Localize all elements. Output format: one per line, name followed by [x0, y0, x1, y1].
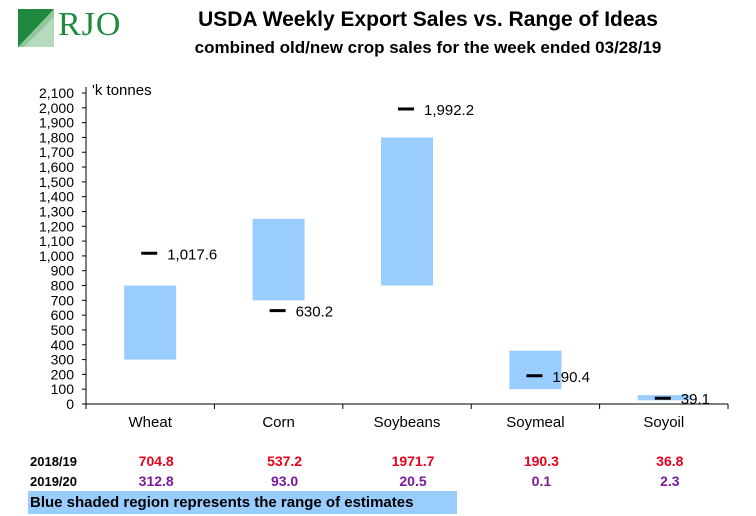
table-cell: 36.8 [656, 453, 684, 469]
y-tick-label: 600 [51, 307, 75, 323]
y-tick-label: 1,300 [39, 203, 74, 219]
x-tick-label: Soymeal [506, 414, 564, 431]
logo-mark-icon [18, 9, 54, 47]
table-cell: 537.2 [267, 453, 303, 469]
x-tick-label: Corn [262, 414, 295, 431]
y-tick-label: 2,100 [39, 85, 74, 101]
legend-note: Blue shaded region represents the range … [28, 491, 457, 514]
y-tick-label: 1,500 [39, 174, 74, 190]
rjo-logo: RJO [18, 6, 143, 50]
table-cell: 93.0 [270, 473, 299, 489]
y-tick-label: 200 [51, 366, 75, 382]
y-tick-label: 1,900 [39, 115, 74, 131]
x-tick-label: Wheat [129, 414, 173, 431]
data-label: 190.4 [552, 369, 590, 386]
y-tick-label: 0 [66, 396, 74, 412]
table-cell: 1971.7 [391, 453, 435, 469]
row-label: 2019/20 [30, 474, 77, 489]
y-tick-label: 1,600 [39, 159, 74, 175]
row-label: 2018/19 [30, 454, 77, 469]
chart-subtitle: combined old/new crop sales for the week… [194, 38, 662, 57]
range-bar [252, 218, 305, 301]
table-cell: 20.5 [399, 473, 427, 489]
y-tick-label: 1,200 [39, 218, 74, 234]
table-cell: 312.8 [138, 473, 174, 489]
sales-table: 2018/19 704.8 537.2 1971.7 190.3 36.8 2019/20 3… [0, 452, 756, 492]
y-tick-label: 700 [51, 292, 75, 308]
table-cell: 2.3 [660, 473, 680, 489]
x-axis: Wheat Corn Soybeans Soymeal Soyoil [85, 403, 729, 431]
y-axis: 01002003004005006007008009001,0001,1001,… [39, 85, 87, 412]
data-label: 1,017.6 [167, 246, 217, 263]
y-tick-label: 1,100 [39, 233, 74, 249]
y-tick-label: 500 [51, 322, 75, 338]
actual-markers: 1,017.6 630.2 1,992.2 190.4 39.1 [141, 102, 710, 408]
logo-text: RJO [58, 6, 122, 43]
range-bar [381, 137, 433, 286]
y-tick-label: 1,800 [39, 129, 74, 145]
y-tick-label: 400 [51, 337, 75, 353]
data-label: 39.1 [681, 391, 710, 408]
y-tick-label: 900 [51, 263, 75, 279]
y-tick-label: 1,400 [39, 189, 74, 205]
chart-title: USDA Weekly Export Sales vs. Range of Id… [198, 8, 658, 31]
x-tick-label: Soyoil [643, 414, 684, 431]
table-cell: 0.1 [531, 473, 552, 489]
table-row: 2019/20 312.8 93.0 20.5 0.1 2.3 [0, 472, 756, 492]
table-row: 2018/19 704.8 537.2 1971.7 190.3 36.8 [0, 452, 756, 472]
x-tick-label: Soybeans [374, 414, 441, 431]
y-tick-label: 1,700 [39, 144, 74, 160]
unit-label: 'k tonnes [92, 82, 152, 99]
y-tick-label: 800 [51, 278, 75, 294]
range-bar [124, 285, 177, 360]
y-tick-label: 100 [51, 381, 75, 397]
data-label: 1,992.2 [424, 102, 474, 119]
y-tick-label: 300 [51, 352, 75, 368]
table-cell: 190.3 [523, 453, 559, 469]
chart-plot: 01002003004005006007008009001,0001,1001,… [39, 82, 729, 431]
range-bars [124, 137, 690, 401]
y-tick-label: 2,000 [39, 100, 74, 116]
y-tick-label: 1,000 [39, 248, 74, 264]
data-label: 630.2 [296, 304, 334, 321]
table-cell: 704.8 [138, 453, 174, 469]
range-bar [509, 350, 562, 390]
